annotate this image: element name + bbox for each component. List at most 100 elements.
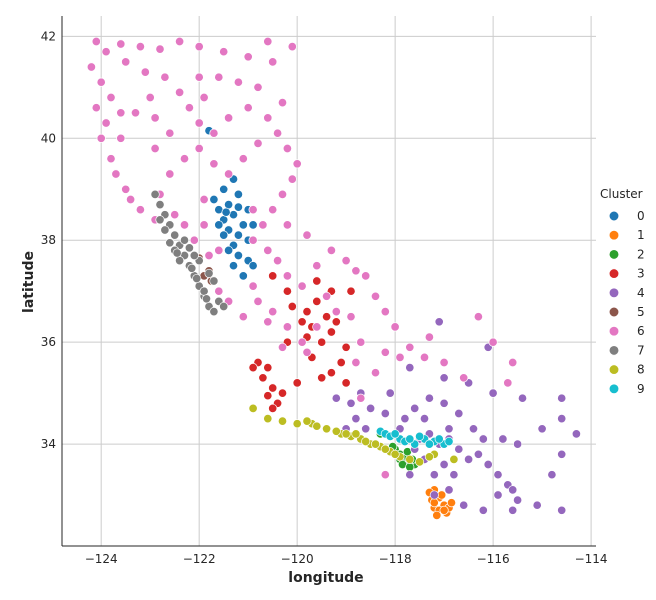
cluster-6-point bbox=[96, 77, 106, 87]
cluster-4-point bbox=[478, 505, 488, 515]
cluster-0-point bbox=[233, 230, 243, 240]
legend-marker-8 bbox=[608, 364, 620, 375]
cluster-0-point bbox=[221, 207, 231, 217]
cluster-6-point bbox=[233, 77, 243, 87]
cluster-4-point bbox=[405, 363, 415, 373]
cluster-9-point bbox=[390, 429, 400, 439]
cluster-6-point bbox=[356, 337, 366, 347]
cluster-6-point bbox=[199, 92, 209, 103]
cluster-4-point bbox=[468, 424, 479, 434]
cluster-4-point bbox=[419, 414, 430, 424]
legend-marker-5 bbox=[608, 306, 620, 318]
y-tick-label: 42 bbox=[41, 29, 56, 43]
cluster-6-point bbox=[165, 128, 175, 138]
cluster-7-point bbox=[189, 250, 199, 261]
cluster-3-point bbox=[268, 383, 278, 393]
cluster-4-point bbox=[444, 424, 454, 434]
cluster-6-point bbox=[106, 154, 116, 164]
legend-label-8: 8 bbox=[637, 363, 645, 377]
cluster-0-point bbox=[248, 261, 258, 271]
cluster-6-point bbox=[243, 52, 253, 62]
cluster-4-point bbox=[571, 429, 581, 439]
cluster-6-point bbox=[292, 159, 302, 169]
cluster-3-point bbox=[322, 312, 332, 322]
cluster-3-point bbox=[326, 368, 336, 378]
cluster-7-point bbox=[175, 256, 185, 266]
cluster-6-point bbox=[135, 42, 145, 52]
cluster-8-point bbox=[292, 419, 302, 429]
cluster-6-point bbox=[194, 118, 204, 128]
cluster-6-point bbox=[390, 322, 400, 332]
cluster-4-point bbox=[508, 485, 518, 495]
legend-marker-4 bbox=[608, 287, 620, 298]
cluster-0-point bbox=[248, 220, 258, 230]
cluster-7-point bbox=[184, 243, 194, 253]
cluster-6-point bbox=[258, 220, 268, 230]
cluster-6-point bbox=[503, 378, 513, 388]
legend-label-5: 5 bbox=[637, 305, 645, 319]
cluster-6-point bbox=[263, 245, 273, 255]
cluster-4-point bbox=[513, 439, 523, 449]
x-tick-label: −124 bbox=[85, 552, 118, 566]
y-tick-label: 38 bbox=[41, 233, 56, 247]
cluster-6-point bbox=[86, 62, 96, 72]
cluster-6-point bbox=[204, 250, 214, 261]
cluster-0-point bbox=[224, 200, 234, 210]
cluster-6-point bbox=[189, 235, 199, 245]
cluster-6-point bbox=[263, 36, 273, 47]
cluster-6-point bbox=[263, 317, 273, 327]
cluster-6-point bbox=[238, 154, 248, 164]
cluster-4-point bbox=[517, 393, 528, 403]
legend: Cluster 0 1 2 3 4 5 6 7 8 9 bbox=[600, 187, 645, 396]
cluster-4-point bbox=[557, 449, 567, 459]
cluster-3-point bbox=[336, 357, 346, 368]
cluster-7-point bbox=[209, 276, 219, 286]
cluster-7-point bbox=[199, 286, 209, 296]
cluster-9-point bbox=[405, 434, 415, 444]
cluster-6-point bbox=[111, 169, 121, 179]
legend-marker-7 bbox=[608, 345, 620, 356]
cluster-3-point bbox=[302, 307, 312, 317]
cluster-6-point bbox=[302, 230, 312, 240]
cluster-6-point bbox=[351, 266, 361, 276]
legend-label-7: 7 bbox=[637, 343, 645, 357]
cluster-7-point bbox=[219, 301, 229, 312]
cluster-4-point bbox=[439, 373, 449, 383]
cluster-7-point bbox=[165, 238, 175, 248]
cluster-6-point bbox=[473, 312, 483, 322]
cluster-8-point bbox=[341, 429, 351, 439]
cluster-6-point bbox=[370, 291, 381, 301]
cluster-3-point bbox=[346, 286, 356, 296]
cluster-4-point bbox=[532, 500, 542, 510]
cluster-6-point bbox=[248, 205, 258, 215]
legend-marker-2 bbox=[608, 249, 620, 260]
cluster-6-point bbox=[282, 220, 292, 230]
cluster-6-point bbox=[175, 36, 185, 47]
cluster-6-point bbox=[248, 235, 258, 245]
cluster-3-point bbox=[297, 317, 307, 327]
cluster-6-point bbox=[101, 47, 111, 57]
cluster-6-point bbox=[145, 92, 155, 103]
y-tick-label: 40 bbox=[41, 131, 56, 145]
cluster-6-point bbox=[199, 220, 209, 230]
x-axis-label: longitude bbox=[288, 570, 363, 586]
cluster-7-point bbox=[192, 273, 202, 284]
cluster-6-point bbox=[199, 194, 209, 205]
cluster-6-point bbox=[140, 67, 150, 77]
cluster-8-point bbox=[370, 439, 381, 449]
cluster-0-point bbox=[214, 220, 224, 230]
cluster-7-point bbox=[172, 248, 182, 258]
legend-label-4: 4 bbox=[637, 286, 645, 300]
cluster-6-point bbox=[209, 159, 219, 169]
cluster-6-point bbox=[356, 393, 366, 403]
legend-marker-3 bbox=[608, 268, 620, 279]
cluster-7-point bbox=[179, 235, 190, 245]
cluster-4-point bbox=[547, 470, 557, 480]
cluster-6-point bbox=[312, 261, 322, 271]
cluster-6-point bbox=[405, 342, 415, 352]
cluster-3-point bbox=[263, 391, 273, 401]
x-tick-label: −120 bbox=[281, 552, 314, 566]
cluster-4-point bbox=[400, 414, 410, 424]
cluster-4-point bbox=[557, 414, 567, 424]
